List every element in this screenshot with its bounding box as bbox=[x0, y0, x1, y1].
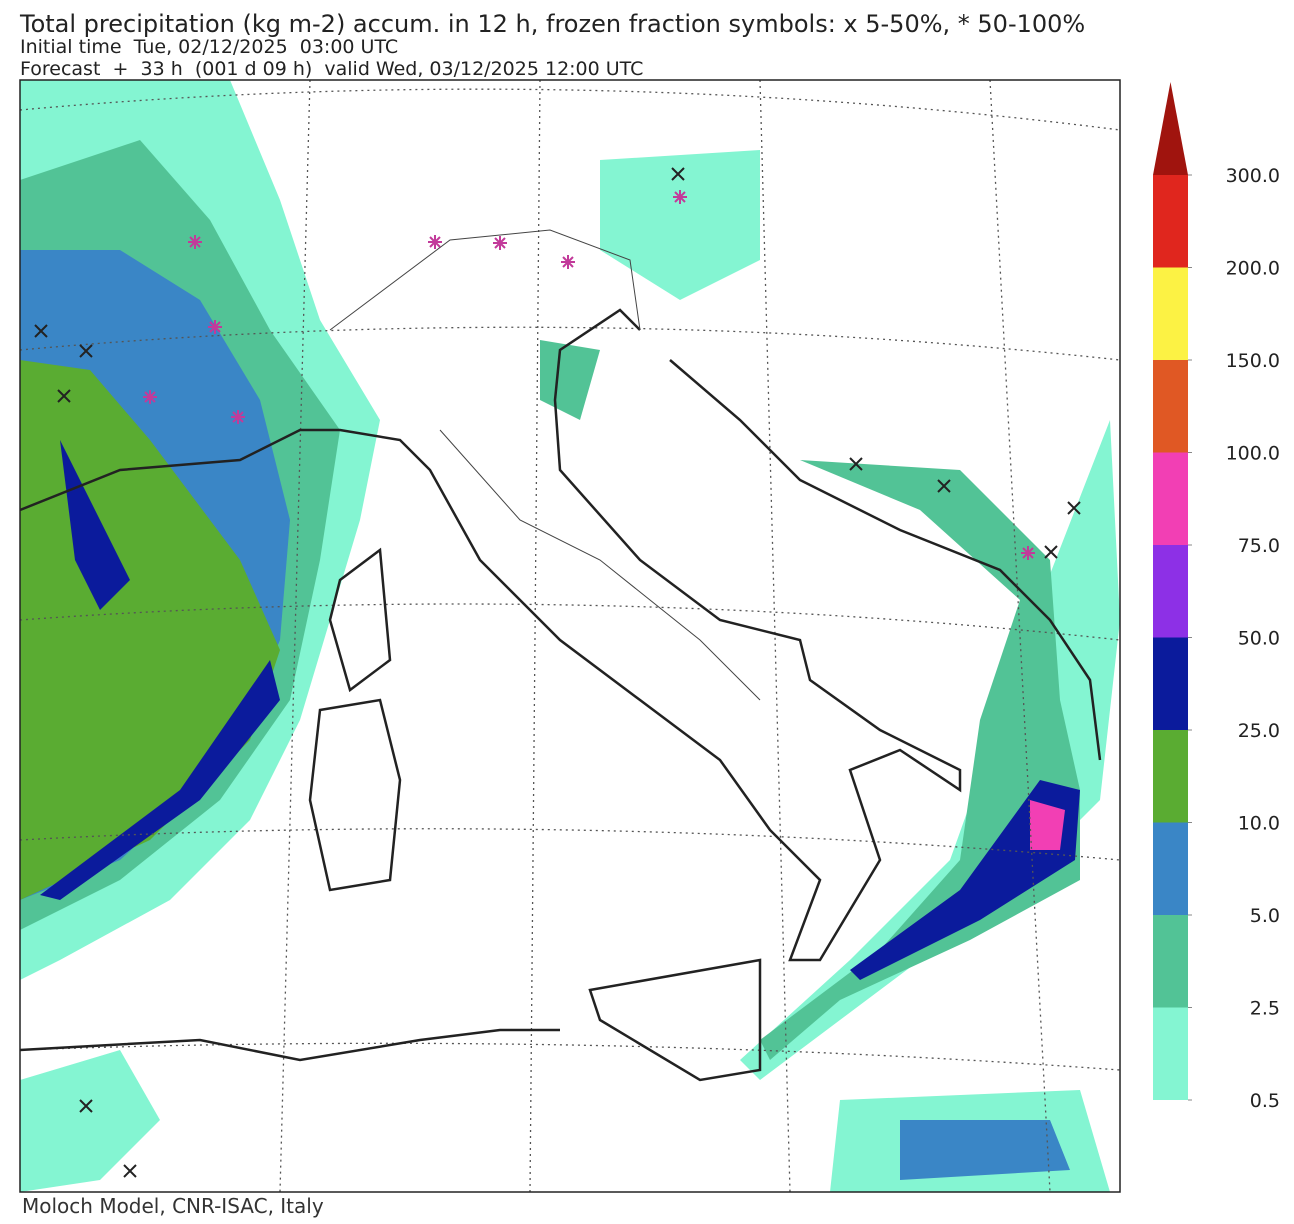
colorbar-label: 2.5 bbox=[1250, 998, 1280, 1020]
colorbar: 0.5 2.5 5.0 10.0 25.0 50.0 75.0 100.0 150.0 200.0… bbox=[1153, 82, 1280, 1112]
colorbar-segment bbox=[1153, 1007, 1188, 1100]
colorbar-label: 200.0 bbox=[1226, 258, 1280, 280]
map-frame bbox=[19, 79, 1121, 1193]
colorbar-label: 10.0 bbox=[1238, 813, 1280, 835]
colorbar-extend bbox=[1153, 82, 1188, 175]
colorbar-segment bbox=[1153, 545, 1188, 638]
graticule bbox=[20, 80, 1120, 1192]
frozen-symbols-star bbox=[143, 190, 1035, 560]
coastlines bbox=[19, 308, 1102, 1082]
frozen-symbols-x bbox=[34, 167, 1081, 1178]
colorbar-label: 5.0 bbox=[1250, 905, 1280, 927]
footer: Moloch Model, CNR-ISAC, Italy bbox=[22, 1194, 324, 1218]
colorbar-label: 150.0 bbox=[1226, 350, 1280, 372]
colorbar-segment bbox=[1153, 915, 1188, 1008]
precip-fields bbox=[20, 80, 1120, 1192]
colorbar-segment bbox=[1153, 175, 1188, 268]
borders bbox=[329, 229, 761, 701]
colorbar-label: 0.5 bbox=[1250, 1090, 1280, 1112]
colorbar-segment bbox=[1153, 822, 1188, 915]
forecast-time: Forecast + 33 h (001 d 09 h) valid Wed, … bbox=[20, 58, 643, 80]
initial-time: Initial time Tue, 02/12/2025 03:00 UTC bbox=[20, 36, 398, 58]
colorbar-label: 25.0 bbox=[1238, 720, 1280, 742]
map bbox=[19, 79, 1121, 1193]
colorbar-segment bbox=[1153, 360, 1188, 453]
title: Total precipitation (kg m-2) accum. in 1… bbox=[19, 10, 1085, 38]
colorbar-segment bbox=[1153, 267, 1188, 360]
colorbar-segment bbox=[1153, 452, 1188, 545]
colorbar-label: 75.0 bbox=[1238, 535, 1280, 557]
colorbar-label: 300.0 bbox=[1226, 165, 1280, 187]
colorbar-label: 100.0 bbox=[1226, 443, 1280, 465]
colorbar-segment bbox=[1153, 637, 1188, 730]
colorbar-label: 50.0 bbox=[1238, 628, 1280, 650]
colorbar-segment bbox=[1153, 730, 1188, 823]
